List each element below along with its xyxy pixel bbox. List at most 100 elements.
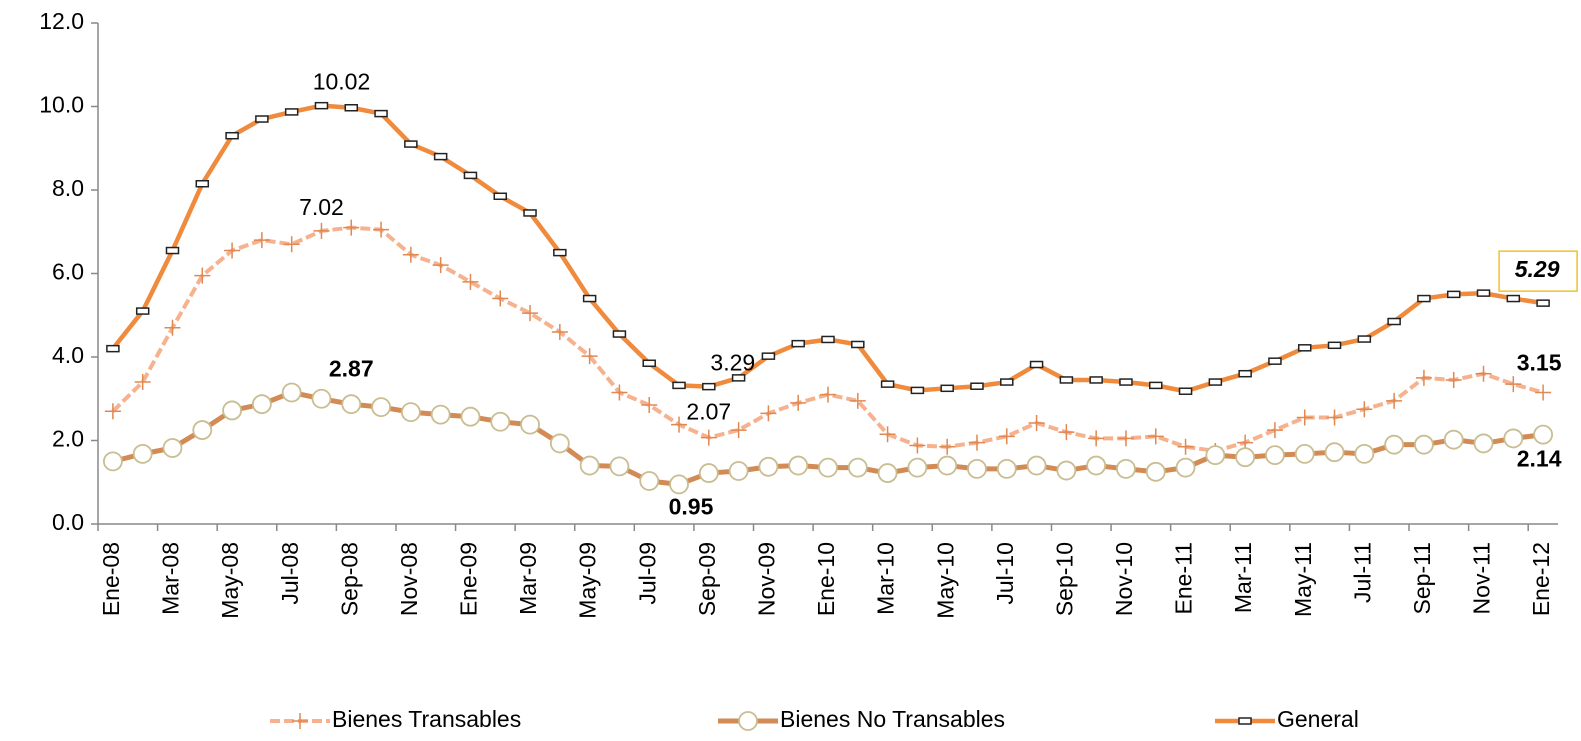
circle-marker xyxy=(281,382,302,403)
circle-marker xyxy=(1265,445,1285,466)
x-tick-label: Mar-10 xyxy=(873,542,899,615)
plus-marker xyxy=(1028,414,1045,431)
plus-marker xyxy=(104,403,121,420)
plus-marker xyxy=(611,384,628,401)
circle-marker xyxy=(758,456,779,477)
y-tick-label: 12.0 xyxy=(39,8,84,34)
rect-marker xyxy=(1089,376,1103,384)
plus-marker xyxy=(909,437,926,454)
plus-marker xyxy=(402,246,419,263)
rect-marker xyxy=(940,384,954,393)
rect-marker xyxy=(612,330,627,338)
rect-marker xyxy=(553,248,567,257)
circle-marker xyxy=(639,471,660,491)
rect-marker xyxy=(1297,344,1312,352)
circle-marker xyxy=(1205,445,1226,466)
plus-marker xyxy=(700,429,717,446)
plus-marker xyxy=(283,236,300,253)
plus-marker xyxy=(1296,409,1313,426)
plus-marker xyxy=(164,319,181,336)
x-tick-label: Nov-10 xyxy=(1111,542,1137,616)
plus-marker xyxy=(253,232,270,249)
plus-marker xyxy=(1147,428,1164,445)
circle-marker xyxy=(1324,442,1345,463)
circle-marker xyxy=(907,457,928,478)
plus-marker xyxy=(968,434,985,451)
y-tick-label: 10.0 xyxy=(39,92,84,118)
x-tick-label: Ene-10 xyxy=(813,542,839,616)
legend-label: Bienes Transables xyxy=(332,706,521,732)
plus-marker xyxy=(1117,430,1134,447)
plus-marker xyxy=(820,386,836,403)
plus-marker xyxy=(641,397,658,414)
circle-marker xyxy=(1354,443,1375,464)
circle-marker xyxy=(818,457,838,478)
rect-marker xyxy=(284,108,299,116)
x-tick-label: Ene-11 xyxy=(1171,542,1197,614)
data-label: 7.02 xyxy=(299,194,344,220)
circle-marker xyxy=(937,455,958,476)
plus-marker xyxy=(432,257,449,274)
circle-marker xyxy=(251,394,272,415)
rect-marker xyxy=(1059,376,1074,384)
plus-marker xyxy=(551,323,568,340)
circle-marker xyxy=(788,455,809,476)
rect-marker xyxy=(880,380,895,388)
plus-marker xyxy=(1356,401,1373,418)
plus-marker xyxy=(849,392,866,409)
circle-marker xyxy=(1533,424,1554,445)
x-tick-label: Ene-12 xyxy=(1528,542,1554,616)
plus-marker xyxy=(462,273,479,290)
rect-marker xyxy=(404,140,418,148)
data-label: 3.15 xyxy=(1517,350,1562,376)
plus-marker xyxy=(760,405,777,422)
circle-marker xyxy=(967,458,987,479)
plus-marker xyxy=(492,290,509,307)
data-label: 0.95 xyxy=(669,493,714,519)
circle-marker xyxy=(1026,455,1047,476)
circle-marker xyxy=(1384,434,1405,455)
rect-marker xyxy=(195,179,210,188)
circle-marker xyxy=(1145,461,1166,482)
circle-marker xyxy=(1294,443,1315,464)
rect-marker xyxy=(672,381,686,390)
rect-marker xyxy=(1208,378,1223,386)
rect-marker xyxy=(1506,294,1521,303)
rect-marker xyxy=(1417,294,1431,303)
circle-marker xyxy=(1473,433,1494,454)
y-tick-label: 8.0 xyxy=(52,175,84,201)
plus-marker xyxy=(1058,424,1075,441)
circle-marker xyxy=(1086,455,1107,476)
x-tick-label: Jul-08 xyxy=(277,542,303,605)
circle-marker xyxy=(669,474,689,495)
plus-marker xyxy=(1445,371,1462,388)
plus-marker xyxy=(998,428,1015,445)
rect-marker xyxy=(1476,289,1491,297)
data-label: 5.29 xyxy=(1515,256,1560,282)
plus-marker xyxy=(313,222,330,239)
rect-marker xyxy=(106,344,120,353)
x-tick-label: Mar-11 xyxy=(1230,542,1256,613)
rect-marker xyxy=(1357,335,1372,343)
plus-marker xyxy=(1475,365,1492,382)
circle-marker xyxy=(430,404,451,425)
data-label: 3.29 xyxy=(710,350,755,376)
rect-marker xyxy=(761,352,776,360)
rect-marker xyxy=(1536,299,1550,307)
circle-marker xyxy=(192,420,213,440)
circle-marker xyxy=(460,406,481,427)
plus-marker xyxy=(730,422,747,439)
x-tick-label: May-10 xyxy=(932,542,958,619)
circle-marker xyxy=(371,397,391,418)
circle-marker xyxy=(132,443,153,464)
x-tick-label: Nov-09 xyxy=(753,542,779,616)
rect-marker xyxy=(851,340,865,349)
x-tick-label: May-08 xyxy=(217,542,243,619)
x-tick-label: May-11 xyxy=(1290,542,1316,617)
plus-marker xyxy=(373,221,390,238)
x-tick-label: Sep-10 xyxy=(1051,542,1077,616)
circle-marker xyxy=(1116,458,1136,479)
rect-marker xyxy=(433,152,448,161)
y-tick-label: 0.0 xyxy=(52,509,84,535)
rect-marker xyxy=(1149,381,1163,390)
